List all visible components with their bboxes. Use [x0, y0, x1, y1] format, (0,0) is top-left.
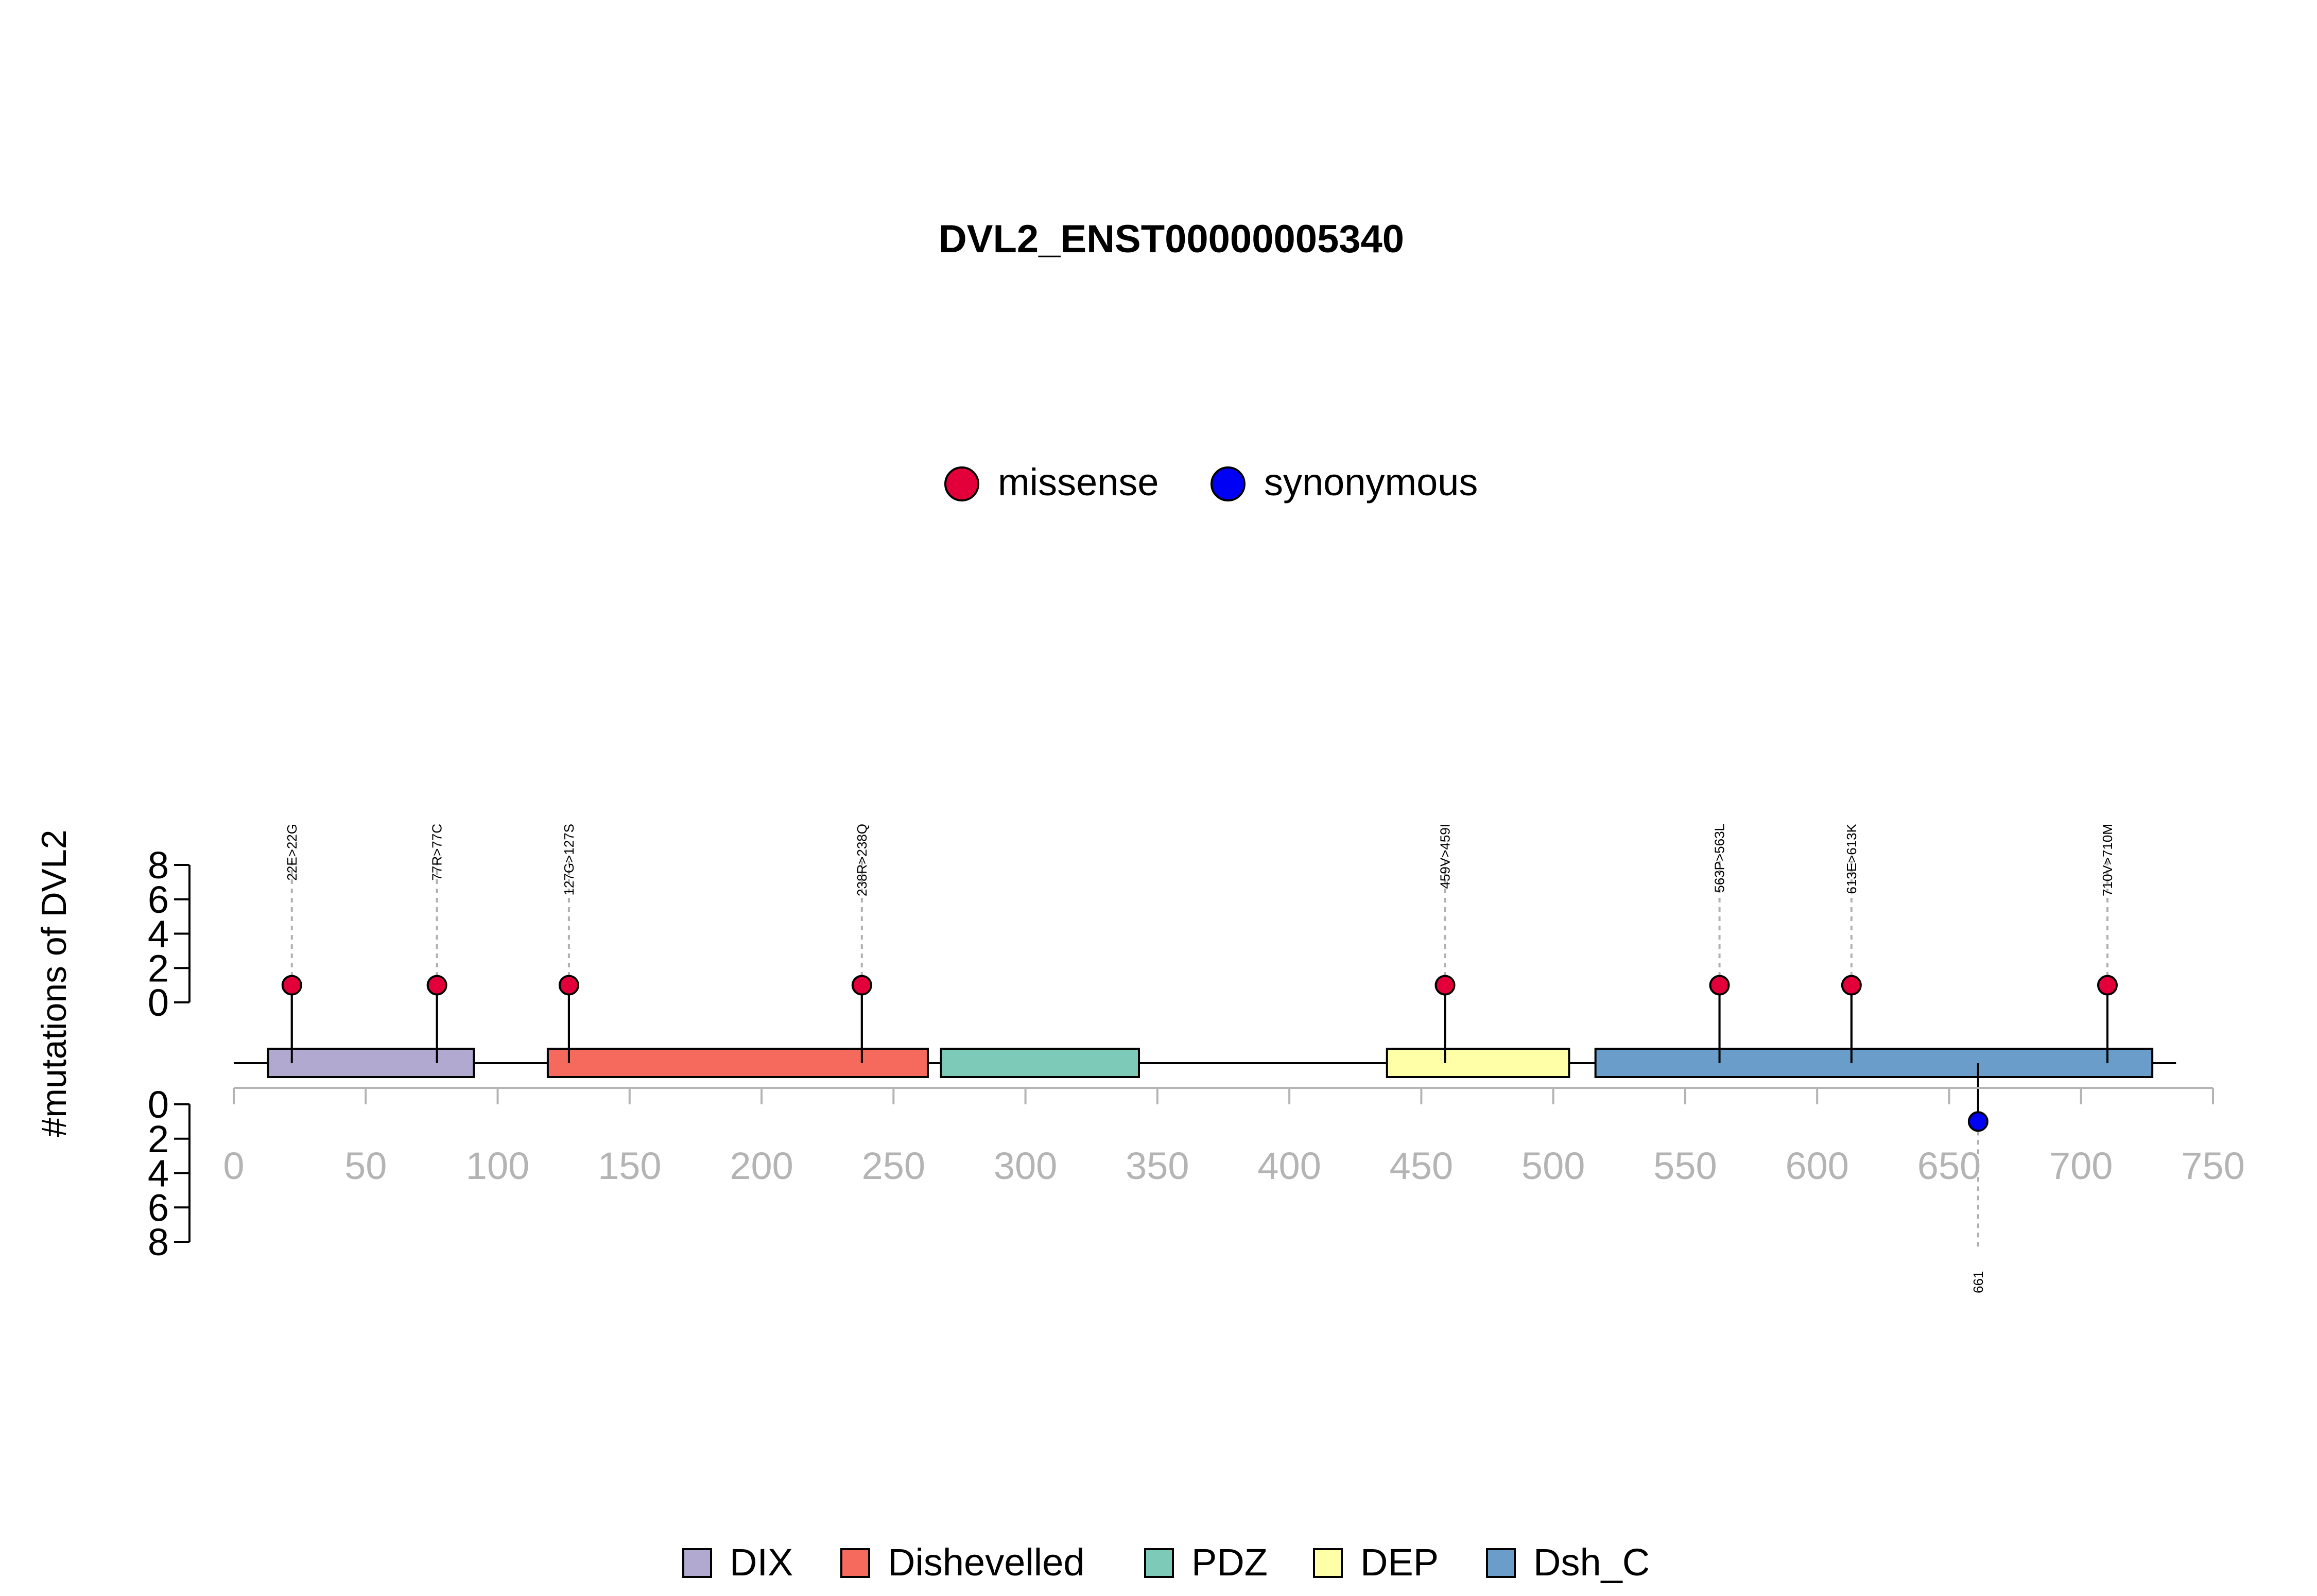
domain-box-DEP [1386, 1048, 1570, 1078]
legend-marker-missense [944, 466, 979, 501]
mutation-point-613E>613K [1841, 975, 1862, 996]
x-tick-label: 650 [1917, 1144, 1981, 1187]
x-tick-label: 250 [862, 1144, 925, 1187]
mutation-point-563P>563L [1709, 975, 1730, 996]
mutation-label: 459V>459I [1438, 824, 1453, 889]
mutation-label: 661 [1970, 1271, 1986, 1293]
lower-y-tick-label: 4 [148, 1152, 169, 1195]
legend-domain-label-DEP: DEP [1360, 1541, 1439, 1584]
mutation-label: 613E>613K [1844, 823, 1859, 894]
lower-y-tick-label: 8 [148, 1221, 169, 1263]
x-tick-label: 700 [2049, 1144, 2113, 1187]
x-tick-label: 750 [2181, 1144, 2244, 1187]
legend-domain-label-PDZ: PDZ [1191, 1541, 1268, 1584]
mutation-type-legend: missense synonymous [944, 461, 1478, 504]
mutation-point-77R>77C [426, 975, 447, 996]
legend-swatch-Dishevelled [840, 1548, 870, 1578]
domain-box-Dishevelled [546, 1048, 929, 1078]
lower-y-tick-label: 2 [148, 1118, 169, 1160]
x-tick-label: 550 [1653, 1144, 1717, 1187]
mutation-point-710V>710M [2097, 975, 2118, 996]
mutation-point-127G>127S [558, 975, 579, 996]
upper-y-tick-label: 8 [148, 844, 169, 887]
mutation-label: 77R>77C [429, 824, 445, 881]
mutation-label: 238R>238Q [854, 824, 870, 896]
x-tick-label: 300 [994, 1144, 1057, 1187]
legend-swatch-DIX [682, 1548, 712, 1578]
x-tick-label: 500 [1521, 1144, 1585, 1187]
x-tick-label: 600 [1785, 1144, 1848, 1187]
mutation-point-22E>22G [281, 975, 302, 996]
domain-legend: DIX Dishevelled PDZ DEP Dsh_C [682, 1541, 1650, 1584]
domain-box-Dsh_C [1594, 1048, 2154, 1078]
mutation-label: 127G>127S [561, 824, 577, 896]
mutation-lollipops: 22E>22G 77R>77C 127G>127S 238R>238Q 459V>459… [281, 823, 2118, 1063]
domain-box-PDZ [940, 1048, 1140, 1078]
legend-swatch-PDZ [1144, 1548, 1174, 1578]
domain-box-DIX [267, 1048, 475, 1078]
bottom-mutation-lollipops: 661 [1967, 1063, 1989, 1293]
mutation-label: 710V>710M [2100, 824, 2115, 896]
y-axis-label: #mutations of DVL2 [34, 829, 74, 1137]
mutation-label: 22E>22G [284, 824, 300, 881]
legend-domain-label-DIX: DIX [730, 1541, 793, 1584]
x-tick-label: 150 [598, 1144, 661, 1187]
mutation-point-459V>459I [1434, 975, 1456, 996]
mutation-point-238R>238Q [851, 975, 872, 996]
x-tick-label: 100 [466, 1144, 529, 1187]
legend-label-missense: missense [998, 461, 1159, 504]
upper-y-tick-label: 4 [148, 913, 169, 956]
lower-y-tick-label: 6 [148, 1186, 169, 1229]
chart-title: DVL2_ENST00000005340 [939, 217, 1404, 261]
mutation-label: 563P>563L [1712, 824, 1727, 893]
x-tick-label: 200 [730, 1144, 793, 1187]
upper-y-tick-label: 0 [148, 981, 169, 1024]
lower-y-tick-label: 0 [148, 1083, 169, 1126]
upper-y-tick-label: 6 [148, 878, 169, 921]
legend-domain-label-Dishevelled: Dishevelled [888, 1541, 1085, 1584]
x-tick-label: 50 [344, 1144, 387, 1187]
legend-swatch-DEP [1313, 1548, 1343, 1578]
legend-domain-label-Dsh_C: Dsh_C [1533, 1541, 1650, 1584]
legend-label-synonymous: synonymous [1264, 461, 1478, 504]
legend-marker-synonymous [1211, 466, 1246, 501]
domain-boxes [267, 994, 2154, 1078]
x-tick-label: 0 [223, 1144, 244, 1187]
x-axis: 0 50 100 150 200 250 300 350 400 450 500 550 600 650 7… [223, 1087, 2245, 1187]
mutation-point-661 [1967, 1111, 1989, 1132]
legend-swatch-Dsh_C [1486, 1548, 1516, 1578]
x-tick-label: 400 [1257, 1144, 1321, 1187]
x-tick-label: 450 [1390, 1144, 1453, 1187]
upper-y-tick-label: 2 [148, 947, 169, 990]
x-tick-label: 350 [1126, 1144, 1189, 1187]
